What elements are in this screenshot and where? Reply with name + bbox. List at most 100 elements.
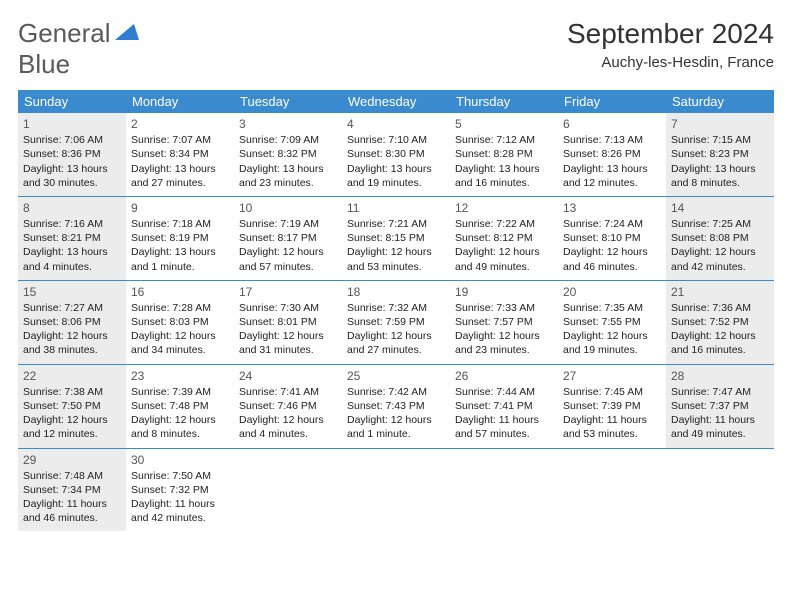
cell-text: Sunset: 8:12 PM <box>455 231 553 245</box>
cell-text: Sunrise: 7:41 AM <box>239 385 337 399</box>
day-number: 30 <box>131 452 229 468</box>
cell-text: Sunset: 8:15 PM <box>347 231 445 245</box>
cell-text: and 34 minutes. <box>131 343 229 357</box>
cell-text: Sunset: 7:43 PM <box>347 399 445 413</box>
cell-text: Daylight: 13 hours <box>455 162 553 176</box>
day-header: Thursday <box>450 90 558 113</box>
triangle-icon <box>115 22 139 42</box>
calendar-cell: 3Sunrise: 7:09 AMSunset: 8:32 PMDaylight… <box>234 113 342 196</box>
day-number: 18 <box>347 284 445 300</box>
cell-text: Sunset: 7:59 PM <box>347 315 445 329</box>
cell-text: Sunset: 7:48 PM <box>131 399 229 413</box>
day-number: 9 <box>131 200 229 216</box>
cell-text: Sunset: 8:32 PM <box>239 147 337 161</box>
calendar-row: 15Sunrise: 7:27 AMSunset: 8:06 PMDayligh… <box>18 281 774 365</box>
header: General Blue September 2024 Auchy-les-He… <box>18 18 774 80</box>
calendar-cell <box>450 449 558 532</box>
cell-text: Daylight: 12 hours <box>347 413 445 427</box>
cell-text: Sunset: 8:34 PM <box>131 147 229 161</box>
calendar-cell: 21Sunrise: 7:36 AMSunset: 7:52 PMDayligh… <box>666 281 774 364</box>
calendar-cell: 19Sunrise: 7:33 AMSunset: 7:57 PMDayligh… <box>450 281 558 364</box>
cell-text: and 27 minutes. <box>131 176 229 190</box>
page: General Blue September 2024 Auchy-les-He… <box>0 0 792 531</box>
day-number: 12 <box>455 200 553 216</box>
logo-word2: Blue <box>18 49 70 79</box>
cell-text: Sunset: 8:17 PM <box>239 231 337 245</box>
cell-text: and 16 minutes. <box>455 176 553 190</box>
cell-text: Daylight: 11 hours <box>23 497 121 511</box>
calendar-cell: 14Sunrise: 7:25 AMSunset: 8:08 PMDayligh… <box>666 197 774 280</box>
cell-text: Sunrise: 7:35 AM <box>563 301 661 315</box>
cell-text: Sunrise: 7:27 AM <box>23 301 121 315</box>
cell-text: Sunset: 8:19 PM <box>131 231 229 245</box>
cell-text: Sunrise: 7:42 AM <box>347 385 445 399</box>
calendar-cell <box>666 449 774 532</box>
calendar-cell: 2Sunrise: 7:07 AMSunset: 8:34 PMDaylight… <box>126 113 234 196</box>
day-number: 6 <box>563 116 661 132</box>
cell-text: and 53 minutes. <box>563 427 661 441</box>
calendar-cell: 4Sunrise: 7:10 AMSunset: 8:30 PMDaylight… <box>342 113 450 196</box>
calendar-row: 1Sunrise: 7:06 AMSunset: 8:36 PMDaylight… <box>18 113 774 197</box>
day-number: 11 <box>347 200 445 216</box>
cell-text: Sunset: 8:21 PM <box>23 231 121 245</box>
calendar-cell: 22Sunrise: 7:38 AMSunset: 7:50 PMDayligh… <box>18 365 126 448</box>
cell-text: Daylight: 12 hours <box>563 245 661 259</box>
cell-text: Sunrise: 7:48 AM <box>23 469 121 483</box>
logo-word1: General <box>18 18 111 48</box>
cell-text: Sunrise: 7:28 AM <box>131 301 229 315</box>
calendar-body: 1Sunrise: 7:06 AMSunset: 8:36 PMDaylight… <box>18 113 774 531</box>
calendar-cell: 30Sunrise: 7:50 AMSunset: 7:32 PMDayligh… <box>126 449 234 532</box>
cell-text: Daylight: 13 hours <box>23 245 121 259</box>
cell-text: Sunset: 7:39 PM <box>563 399 661 413</box>
day-number: 4 <box>347 116 445 132</box>
cell-text: Sunrise: 7:24 AM <box>563 217 661 231</box>
cell-text: Daylight: 12 hours <box>239 245 337 259</box>
cell-text: Sunrise: 7:09 AM <box>239 133 337 147</box>
cell-text: Sunset: 8:03 PM <box>131 315 229 329</box>
calendar-cell: 13Sunrise: 7:24 AMSunset: 8:10 PMDayligh… <box>558 197 666 280</box>
calendar-cell <box>558 449 666 532</box>
cell-text: Sunset: 7:37 PM <box>671 399 769 413</box>
cell-text: Daylight: 13 hours <box>23 162 121 176</box>
day-number: 23 <box>131 368 229 384</box>
day-number: 29 <box>23 452 121 468</box>
cell-text: and 8 minutes. <box>671 176 769 190</box>
calendar-row: 29Sunrise: 7:48 AMSunset: 7:34 PMDayligh… <box>18 449 774 532</box>
calendar-row: 22Sunrise: 7:38 AMSunset: 7:50 PMDayligh… <box>18 365 774 449</box>
cell-text: and 19 minutes. <box>347 176 445 190</box>
title-block: September 2024 Auchy-les-Hesdin, France <box>567 18 774 71</box>
cell-text: Daylight: 12 hours <box>563 329 661 343</box>
calendar-cell: 18Sunrise: 7:32 AMSunset: 7:59 PMDayligh… <box>342 281 450 364</box>
calendar: SundayMondayTuesdayWednesdayThursdayFrid… <box>18 90 774 531</box>
cell-text: and 4 minutes. <box>23 260 121 274</box>
day-header: Monday <box>126 90 234 113</box>
calendar-cell: 10Sunrise: 7:19 AMSunset: 8:17 PMDayligh… <box>234 197 342 280</box>
day-number: 27 <box>563 368 661 384</box>
cell-text: Sunrise: 7:06 AM <box>23 133 121 147</box>
cell-text: and 49 minutes. <box>455 260 553 274</box>
cell-text: Daylight: 12 hours <box>239 329 337 343</box>
cell-text: Daylight: 13 hours <box>347 162 445 176</box>
cell-text: Sunset: 8:06 PM <box>23 315 121 329</box>
cell-text: Daylight: 12 hours <box>131 413 229 427</box>
logo-text-wrap: General Blue <box>18 18 139 80</box>
cell-text: Daylight: 11 hours <box>563 413 661 427</box>
day-number: 7 <box>671 116 769 132</box>
cell-text: Sunrise: 7:47 AM <box>671 385 769 399</box>
cell-text: Sunrise: 7:21 AM <box>347 217 445 231</box>
cell-text: Sunset: 7:41 PM <box>455 399 553 413</box>
cell-text: Daylight: 12 hours <box>671 329 769 343</box>
cell-text: Sunset: 7:32 PM <box>131 483 229 497</box>
day-number: 16 <box>131 284 229 300</box>
cell-text: Sunrise: 7:33 AM <box>455 301 553 315</box>
cell-text: and 16 minutes. <box>671 343 769 357</box>
cell-text: Sunrise: 7:30 AM <box>239 301 337 315</box>
cell-text: Daylight: 12 hours <box>455 245 553 259</box>
day-number: 24 <box>239 368 337 384</box>
cell-text: and 1 minute. <box>131 260 229 274</box>
cell-text: and 30 minutes. <box>23 176 121 190</box>
cell-text: Daylight: 12 hours <box>239 413 337 427</box>
calendar-cell: 23Sunrise: 7:39 AMSunset: 7:48 PMDayligh… <box>126 365 234 448</box>
cell-text: Daylight: 13 hours <box>671 162 769 176</box>
month-title: September 2024 <box>567 18 774 50</box>
